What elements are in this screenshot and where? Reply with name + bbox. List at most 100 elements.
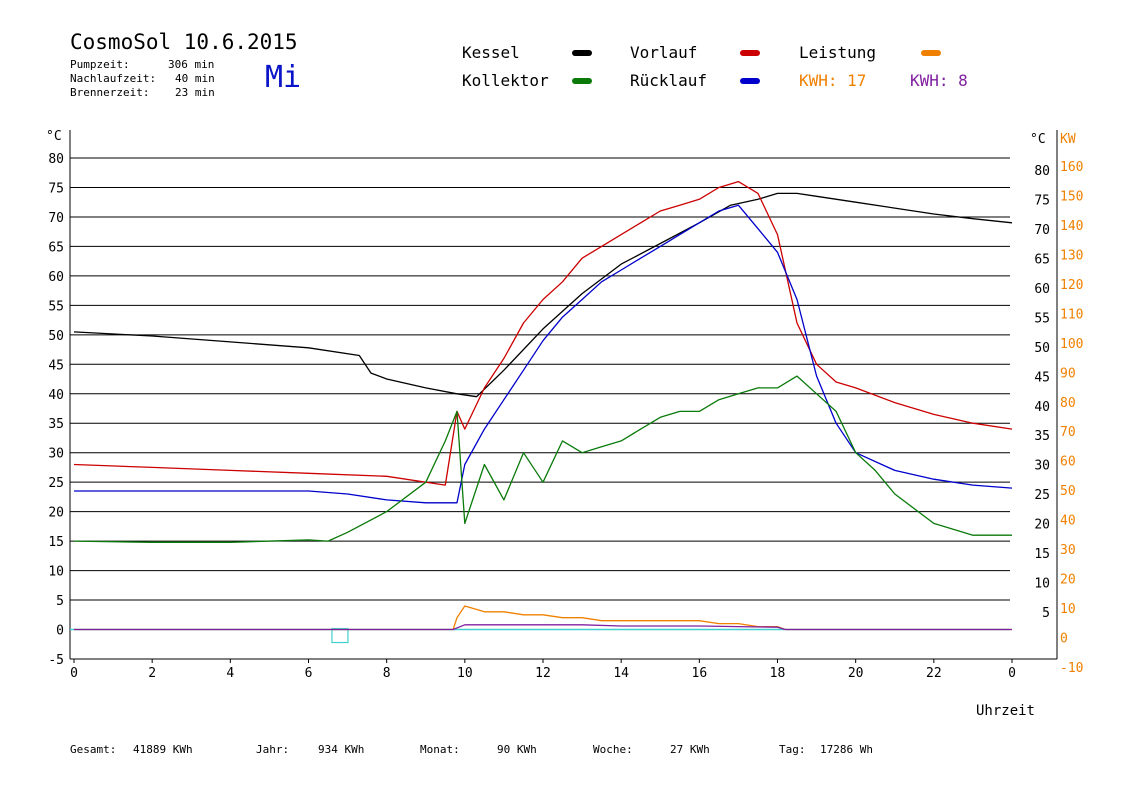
y-unit-power: KW — [1060, 132, 1076, 147]
y-tick-label-power: 0 — [1060, 632, 1068, 647]
x-tick-label: 12 — [535, 666, 551, 681]
series-line-r-cklauf — [74, 204, 1013, 504]
legend-swatch-vorlauf — [740, 50, 760, 56]
chart-title: CosmoSol 10.6.2015 — [70, 30, 298, 54]
legend-vorlauf: Vorlauf — [630, 43, 698, 62]
legend-swatch-kessel — [572, 50, 592, 56]
legend-kollektor: Kollektor — [462, 71, 549, 90]
x-tick-label: 10 — [457, 666, 473, 681]
y-tick-label-right: 40 — [1034, 400, 1050, 415]
x-tick-label: 16 — [692, 666, 708, 681]
x-tick-label: 22 — [926, 666, 942, 681]
series-line-kwh-8 — [74, 624, 1012, 631]
y-tick-label-left: 75 — [48, 181, 64, 196]
y-tick-label-power: 140 — [1060, 219, 1083, 234]
stat-value-brennerzeit: 23 min — [175, 86, 215, 99]
x-axis-label: Uhrzeit — [976, 703, 1035, 719]
y-tick-label-left: 5 — [56, 594, 64, 609]
y-tick-label-power: 130 — [1060, 248, 1083, 263]
footer-monat-value: 90 KWh — [497, 743, 537, 756]
marker-square — [331, 627, 349, 644]
y-tick-label-right: 30 — [1034, 459, 1050, 474]
y-tick-label-left: 50 — [48, 329, 64, 344]
y-tick-label-left: 30 — [48, 447, 64, 462]
x-tick-label: 0 — [70, 666, 78, 681]
x-tick-label: 18 — [770, 666, 786, 681]
y-tick-label-right: 65 — [1034, 252, 1050, 267]
y-tick-label-left: 65 — [48, 240, 64, 255]
footer-gesamt-value: 41889 KWh — [133, 743, 193, 756]
y-tick-label-left: -5 — [48, 653, 64, 668]
y-tick-label-right: 75 — [1034, 193, 1050, 208]
y-tick-label-right: 45 — [1034, 370, 1050, 385]
y-tick-label-right: 55 — [1034, 311, 1050, 326]
y-tick-label-left: 80 — [48, 152, 64, 167]
y-tick-label-right: 50 — [1034, 341, 1050, 356]
footer-jahr-label: Jahr: — [256, 743, 290, 756]
y-tick-label-power: -10 — [1060, 661, 1083, 676]
footer-monat-label: Monat: — [420, 743, 460, 756]
y-tick-label-power: 70 — [1060, 425, 1076, 440]
y-tick-label-left: 10 — [48, 565, 64, 580]
y-tick-label-left: 70 — [48, 211, 64, 226]
weekday-label: Mi — [265, 60, 302, 95]
stat-label-pumpzeit: Pumpzeit: — [70, 58, 130, 71]
footer-woche-value: 27 KWh — [670, 743, 710, 756]
y-tick-label-power: 100 — [1060, 337, 1083, 352]
legend-swatch-ruecklauf — [740, 78, 760, 84]
legend-swatch-leistung — [921, 50, 941, 56]
x-tick-label: 2 — [148, 666, 156, 681]
y-tick-label-right: 80 — [1034, 164, 1050, 179]
series-line-vorlauf — [73, 180, 1013, 486]
legend-kwh-leistung: KWH: 17 — [799, 71, 867, 90]
y-tick-label-left: 40 — [48, 388, 64, 403]
y-tick-label-left: 25 — [48, 476, 64, 491]
y-tick-label-right: 10 — [1034, 577, 1050, 592]
y-tick-label-power: 50 — [1060, 484, 1076, 499]
y-tick-label-power: 30 — [1060, 543, 1076, 558]
y-tick-label-left: 15 — [48, 535, 64, 550]
x-tick-label: 6 — [305, 666, 313, 681]
x-tick-label: 14 — [613, 666, 629, 681]
legend-swatch-kollektor — [572, 78, 592, 84]
y-tick-label-power: 10 — [1060, 602, 1076, 617]
y-tick-label-left: 0 — [56, 624, 64, 639]
y-tick-label-right: 15 — [1034, 547, 1050, 562]
y-tick-label-power: 80 — [1060, 396, 1076, 411]
y-tick-label-left: 35 — [48, 417, 64, 432]
legend-kessel: Kessel — [462, 43, 520, 62]
series-line-kessel — [73, 192, 1013, 398]
footer-gesamt-label: Gesamt: — [70, 743, 117, 756]
series-line-leistung — [74, 605, 1012, 631]
y-tick-label-power: 20 — [1060, 573, 1076, 588]
y-tick-label-power: 120 — [1060, 278, 1083, 293]
legend-kwh-secondary: KWH: 8 — [910, 71, 968, 90]
y-unit-right: °C — [1030, 132, 1046, 147]
y-tick-label-right: 25 — [1034, 488, 1050, 503]
x-tick-label: 0 — [1008, 666, 1016, 681]
y-tick-label-right: 60 — [1034, 282, 1050, 297]
y-tick-label-left: 60 — [48, 270, 64, 285]
x-tick-label: 20 — [848, 666, 864, 681]
y-tick-label-left: 20 — [48, 506, 64, 521]
y-tick-label-left: 45 — [48, 358, 64, 373]
stat-value-pumpzeit: 306 min — [168, 58, 215, 71]
y-tick-label-power: 150 — [1060, 189, 1083, 204]
y-tick-label-right: 5 — [1042, 606, 1050, 621]
y-tick-label-right: 35 — [1034, 429, 1050, 444]
stat-label-brennerzeit: Brennerzeit: — [70, 86, 150, 99]
y-tick-label-right: 20 — [1034, 518, 1050, 533]
x-tick-label: 4 — [226, 666, 234, 681]
y-tick-label-power: 160 — [1060, 160, 1083, 175]
footer-tag-value: 17286 Wh — [820, 743, 873, 756]
y-tick-label-right: 70 — [1034, 223, 1050, 238]
y-tick-label-left: 55 — [48, 299, 64, 314]
y-tick-label-power: 90 — [1060, 366, 1076, 381]
series-line-kollektor — [73, 375, 1012, 543]
legend-leistung: Leistung — [799, 43, 877, 62]
y-unit-left: °C — [46, 129, 62, 144]
y-tick-label-power: 40 — [1060, 514, 1076, 529]
stat-value-nachlaufzeit: 40 min — [175, 72, 215, 85]
legend-ruecklauf: Rücklauf — [630, 71, 708, 90]
